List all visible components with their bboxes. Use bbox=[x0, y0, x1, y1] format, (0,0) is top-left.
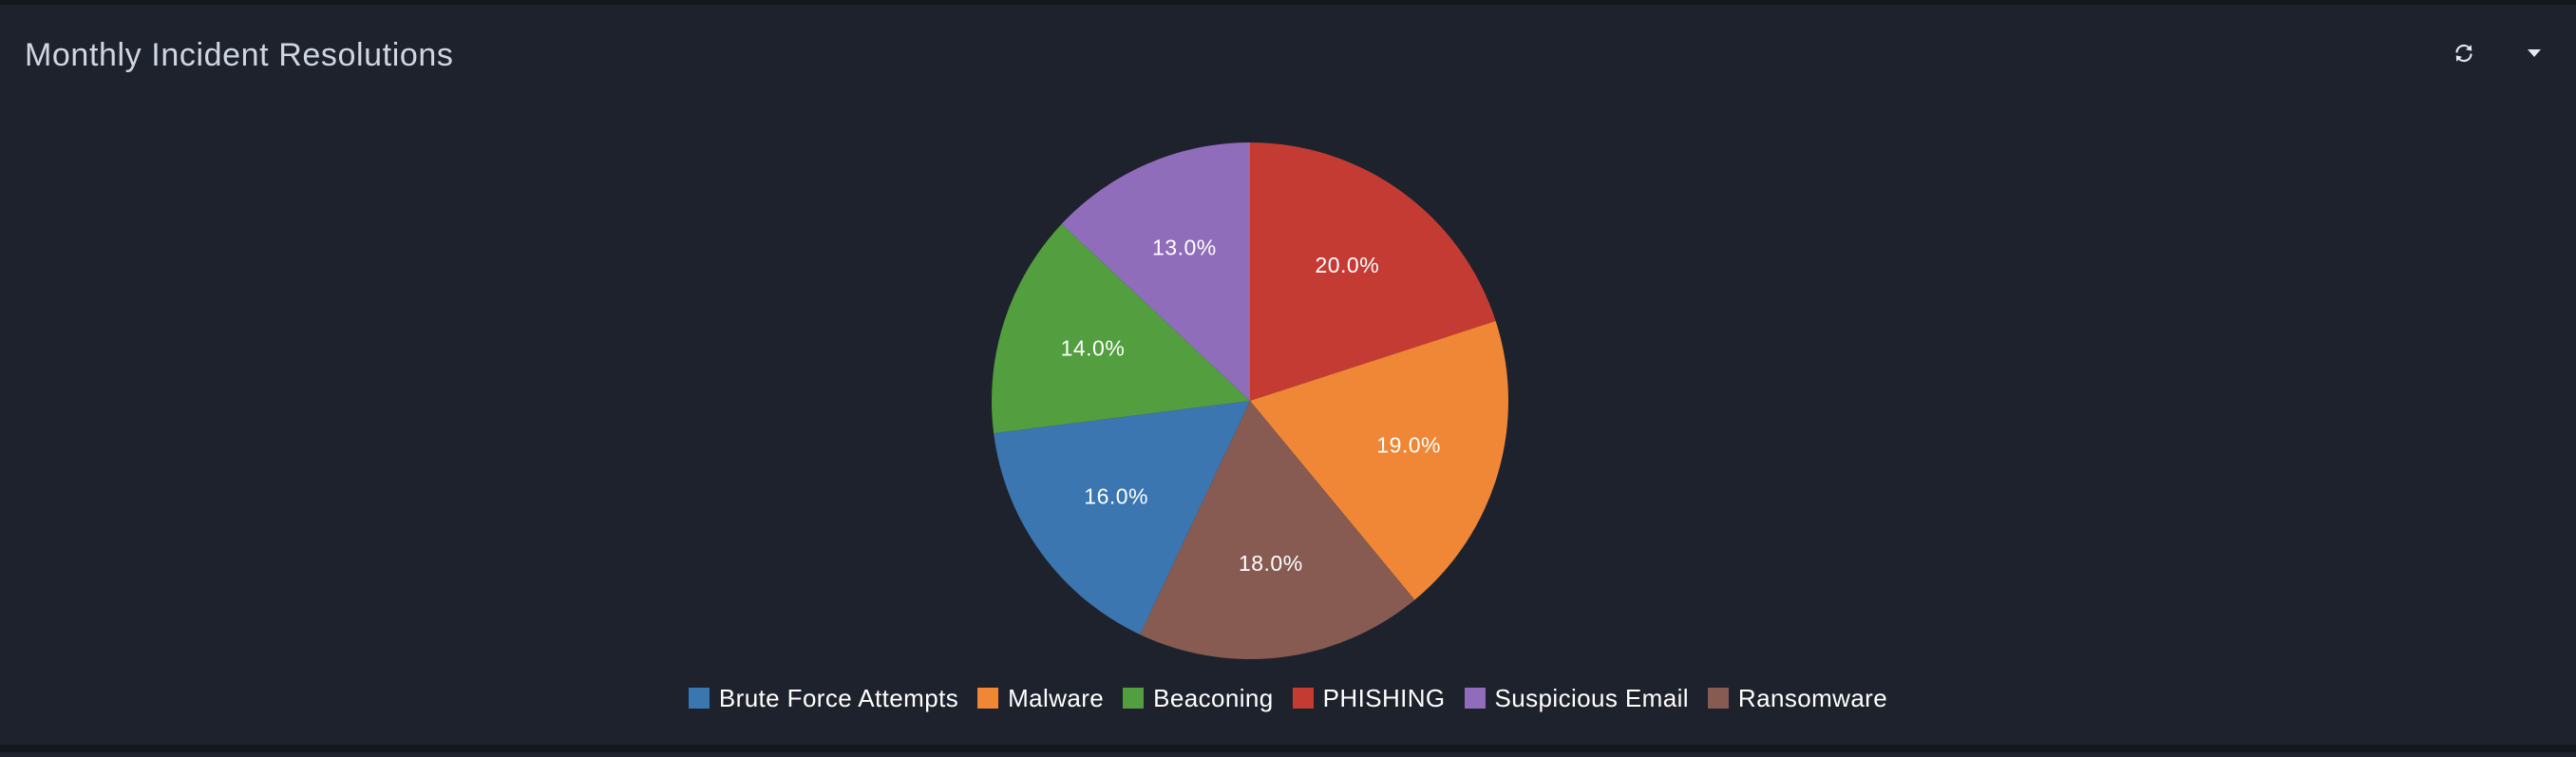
legend-label: Beaconing bbox=[1153, 683, 1274, 712]
legend-item-brute-force-attempts[interactable]: Brute Force Attempts bbox=[688, 683, 959, 713]
legend-label: Brute Force Attempts bbox=[718, 683, 959, 712]
refresh-icon bbox=[2455, 44, 2472, 63]
pie-slice-ransomware[interactable] bbox=[1140, 401, 1415, 659]
legend-item-suspicious-email[interactable]: Suspicious Email bbox=[1464, 683, 1689, 713]
pie-slice-suspicious-email[interactable] bbox=[1061, 142, 1250, 401]
legend-label: PHISHING bbox=[1322, 683, 1446, 712]
slice-percent-label: 18.0% bbox=[1239, 551, 1303, 576]
panel-controls bbox=[2415, 29, 2576, 77]
legend-item-ransomware[interactable]: Ransomware bbox=[1707, 683, 1888, 713]
pie-chart: 20.0% 19.0% 18.0% 16.0% 14.0% 13.0% bbox=[992, 142, 1508, 659]
legend-swatch bbox=[1464, 688, 1486, 709]
pie-slices bbox=[992, 142, 1508, 659]
pie-slice-brute-force-attempts[interactable] bbox=[994, 401, 1250, 635]
legend-label: Malware bbox=[1008, 683, 1105, 712]
pie-slice-beaconing[interactable] bbox=[992, 223, 1250, 434]
legend-item-malware[interactable]: Malware bbox=[977, 684, 1104, 713]
pie-labels: 20.0% 19.0% 18.0% 16.0% 14.0% 13.0% bbox=[1061, 235, 1441, 575]
legend-swatch bbox=[688, 688, 710, 709]
chart-legend: Brute Force Attempts Malware Beaconing PHIS… bbox=[0, 679, 2576, 717]
legend-swatch bbox=[1707, 688, 1729, 709]
legend-item-phishing[interactable]: PHISHING bbox=[1292, 683, 1446, 713]
slice-percent-label: 16.0% bbox=[1084, 483, 1148, 508]
panel-menu-button[interactable] bbox=[2513, 29, 2555, 77]
legend-swatch bbox=[1292, 688, 1314, 709]
legend-swatch bbox=[977, 688, 999, 709]
pie-slice-phishing[interactable] bbox=[1250, 142, 1496, 401]
panel-title: Monthly Incident Resolutions bbox=[25, 37, 454, 73]
slice-percent-label: 20.0% bbox=[1315, 253, 1379, 277]
slice-percent-label: 19.0% bbox=[1376, 433, 1441, 458]
refresh-button[interactable] bbox=[2443, 29, 2485, 77]
chevron-down-icon bbox=[2528, 49, 2541, 57]
legend-label: Suspicious Email bbox=[1494, 683, 1689, 712]
pie-slice-malware[interactable] bbox=[1250, 320, 1508, 600]
legend-item-beaconing[interactable]: Beaconing bbox=[1123, 684, 1273, 713]
slice-percent-label: 13.0% bbox=[1152, 235, 1217, 259]
slice-percent-label: 14.0% bbox=[1061, 335, 1126, 360]
legend-label: Ransomware bbox=[1737, 683, 1888, 712]
legend-swatch bbox=[1123, 688, 1145, 709]
